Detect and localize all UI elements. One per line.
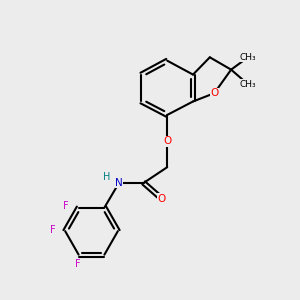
Text: N: N: [115, 178, 123, 188]
Text: O: O: [163, 136, 171, 146]
Text: F: F: [75, 259, 80, 269]
Text: O: O: [210, 88, 218, 98]
Text: O: O: [158, 194, 166, 204]
Text: CH₃: CH₃: [240, 80, 256, 89]
Text: F: F: [64, 201, 69, 212]
Text: H: H: [103, 172, 110, 182]
Text: F: F: [50, 225, 56, 235]
Text: CH₃: CH₃: [240, 53, 256, 62]
